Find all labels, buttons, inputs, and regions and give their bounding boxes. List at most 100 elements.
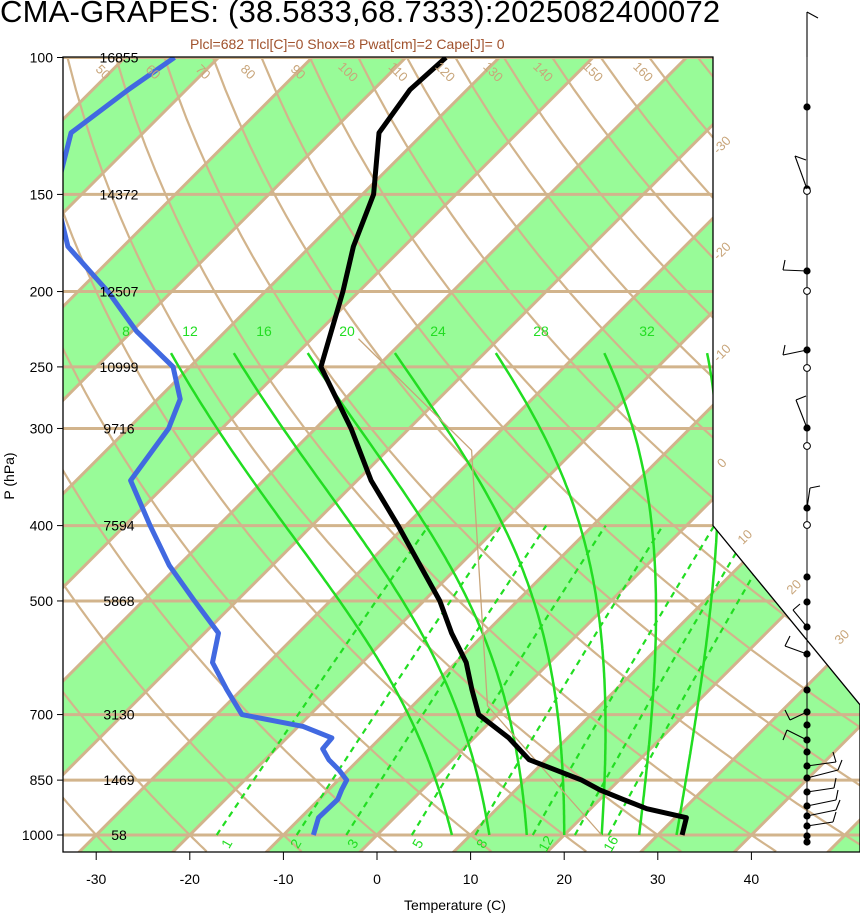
wind-level-dot	[803, 103, 811, 111]
temperature-profile-line	[318, 57, 689, 836]
y-tick-label: 250	[30, 359, 54, 375]
dry-adiabat-line	[63, 57, 208, 852]
wind-barb	[782, 729, 788, 741]
mixing-ratio-line	[345, 524, 548, 836]
height-label: 1469	[103, 772, 134, 788]
chart-title: CMA-GRAPES: (38.5833,68.7333):2025082400…	[0, 0, 721, 29]
isotherm-line	[63, 57, 802, 852]
dewpoint-profile-line	[63, 57, 350, 836]
wind-barb	[782, 269, 808, 272]
height-label: 9716	[103, 420, 134, 436]
dry-adiabat-label: 120	[432, 59, 458, 85]
y-tick-label: 700	[30, 707, 54, 723]
mixing-ratio-label: 1	[218, 836, 236, 851]
parcel-path	[358, 338, 603, 836]
moist-adiabat-label: 20	[339, 323, 355, 339]
moist-adiabat-line	[393, 352, 566, 835]
wind-profile	[782, 11, 843, 846]
dry-adiabat-label: 80	[238, 61, 259, 82]
wind-barb	[806, 821, 834, 827]
wind-barb	[784, 709, 791, 721]
wind-barb	[782, 259, 786, 271]
wind-barb	[833, 777, 837, 789]
moist-adiabat-label: 24	[430, 323, 446, 339]
isotherm-label: 20	[783, 576, 804, 597]
wind-barb	[792, 603, 801, 611]
x-axis-label: Temperature (C)	[404, 897, 506, 913]
wind-barb	[806, 11, 819, 19]
y-axis-label: P (hPa)	[1, 452, 17, 499]
temperature-band	[63, 57, 427, 852]
wind-barb	[794, 155, 808, 190]
mixing-ratio-label: 12	[535, 833, 557, 855]
calm-wind-circle	[803, 364, 811, 372]
wind-barb	[809, 485, 821, 489]
isotherm-label: 0	[714, 455, 730, 471]
isotherm-line	[63, 57, 241, 852]
wind-barb	[782, 349, 808, 356]
mixing-ratio-label: 5	[409, 836, 427, 851]
wind-barb	[806, 809, 837, 817]
y-tick-label: 300	[30, 420, 54, 436]
height-label: 7594	[103, 518, 134, 534]
mixing-ratio-line	[573, 525, 754, 836]
plot-frame	[62, 56, 860, 853]
isotherm-line	[63, 57, 428, 852]
y-tick-label: 400	[30, 518, 54, 534]
wind-barb	[832, 751, 837, 763]
isotherm-line	[63, 57, 615, 852]
wind-barb	[806, 761, 837, 767]
height-label: 14372	[100, 186, 139, 202]
wind-level-dot	[803, 721, 811, 729]
dry-adiabat-line	[63, 57, 398, 852]
calm-wind-circle	[803, 287, 811, 295]
profiles	[63, 57, 689, 836]
y-tick-label: 150	[30, 186, 54, 202]
wind-barb	[795, 395, 807, 401]
wind-barb	[786, 729, 808, 741]
wind-level-dot	[803, 832, 811, 840]
wind-level-dot	[803, 598, 811, 606]
x-tick-label: 40	[744, 871, 760, 887]
isotherm-label: 10	[734, 526, 755, 547]
moist-adiabat-label: 16	[256, 323, 272, 339]
isotherm-label: 30	[831, 626, 852, 647]
moist-adiabat-label: 8	[122, 323, 130, 339]
isotherm-line	[619, 57, 860, 852]
x-tick-label: -10	[273, 871, 293, 887]
wind-barb	[837, 759, 843, 771]
temperature-band	[63, 57, 801, 852]
isotherm-bands	[63, 57, 860, 852]
x-tick-label: 10	[463, 871, 479, 887]
moist-adiabat-line	[232, 352, 491, 836]
x-tick-label: 20	[556, 871, 572, 887]
x-tick-label: -20	[180, 871, 200, 887]
wind-barb	[795, 399, 808, 429]
y-tick-label: 850	[30, 772, 54, 788]
wind-barb	[789, 711, 808, 721]
height-label: 16855	[100, 50, 139, 66]
wind-barb	[806, 487, 811, 509]
wind-barb	[806, 769, 839, 779]
height-label: 10999	[100, 359, 139, 375]
mixing-ratio-line	[295, 524, 503, 836]
isotherm-line	[713, 57, 860, 852]
temperature-band	[246, 57, 860, 852]
x-tick-label: -30	[86, 871, 106, 887]
y-tick-label: 500	[30, 593, 54, 609]
wind-barb	[806, 787, 835, 793]
moist-adiabat-label: 32	[639, 323, 655, 339]
wind-level-dot	[803, 573, 811, 581]
isotherm-line	[63, 57, 521, 852]
moist-adiabat-line	[306, 352, 529, 836]
wind-level-dot	[803, 686, 811, 694]
wind-level-dot	[803, 838, 811, 846]
calm-wind-circle	[803, 442, 811, 450]
wind-barb	[784, 645, 808, 655]
height-label: 12507	[100, 284, 139, 300]
wind-barb	[792, 609, 808, 628]
x-tick-label: 0	[373, 871, 381, 887]
wind-barb	[835, 799, 841, 811]
wind-barb	[806, 799, 837, 807]
